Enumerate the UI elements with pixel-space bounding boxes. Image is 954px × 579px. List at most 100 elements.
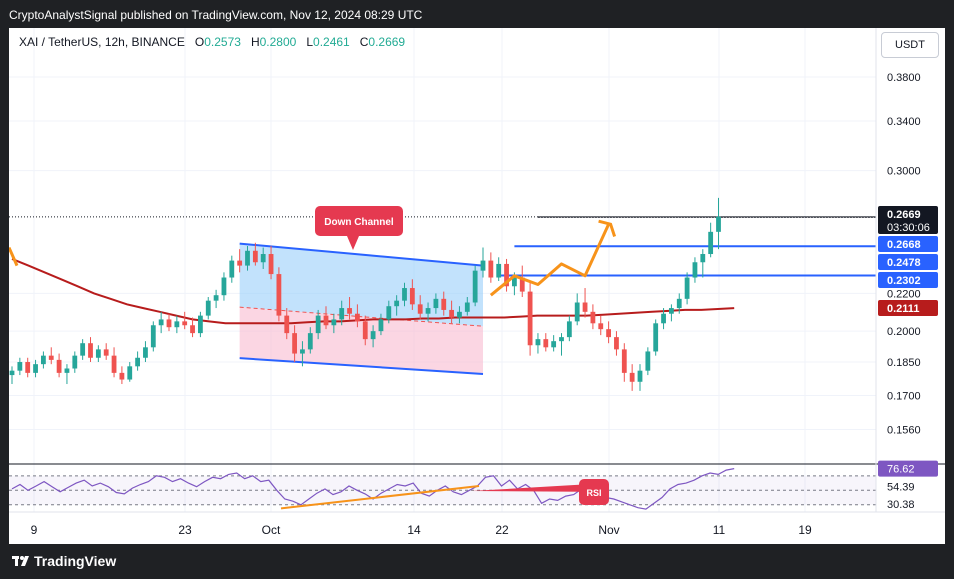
candle-body — [472, 270, 478, 303]
candle — [88, 337, 93, 363]
price-axis[interactable]: 0.3800 0.3400 0.3000 0.2200 0.2000 0.1850 0.17… — [875, 28, 938, 512]
candle-body — [221, 277, 227, 296]
down-channel-callout: Down Channel — [315, 206, 403, 250]
candle — [307, 327, 313, 354]
candle — [582, 288, 588, 318]
candle — [574, 293, 580, 326]
candles — [9, 197, 721, 391]
candle-body — [260, 254, 266, 263]
candle-body — [135, 357, 140, 367]
rsi-callout-text: RSI — [586, 488, 601, 498]
candle — [355, 304, 360, 328]
low-label: L — [306, 35, 314, 49]
candle — [25, 357, 31, 378]
low-value: 0.2461 — [313, 35, 350, 49]
candle-body — [127, 366, 133, 380]
candle-body — [158, 319, 164, 326]
candle-body — [95, 349, 101, 358]
publisher-bar: CryptoAnalystSignal published on Trading… — [0, 0, 954, 28]
candle — [716, 197, 721, 250]
time-axis[interactable]: 9 23 Oct 14 22 Nov 11 19 — [9, 511, 945, 537]
price-tick-label: 0.3000 — [887, 166, 921, 178]
price-label-value: 0.2669 — [887, 209, 921, 221]
candle-body — [252, 250, 258, 263]
candle — [331, 313, 337, 334]
footer: TradingView — [0, 544, 954, 579]
candle-body — [48, 355, 54, 360]
price-tick-label: 0.3400 — [887, 116, 921, 128]
price-label-value: 0.2302 — [887, 275, 921, 287]
candle-body — [621, 349, 627, 373]
footer-brand[interactable]: TradingView — [34, 553, 117, 569]
candle-body — [661, 313, 666, 324]
candle — [80, 339, 86, 360]
candle — [292, 325, 297, 363]
candle-body — [237, 260, 243, 266]
candle-body — [598, 323, 604, 330]
candle-body — [716, 216, 721, 232]
moving-average — [11, 257, 735, 325]
candle-body — [166, 319, 172, 328]
candle-body — [394, 300, 400, 307]
time-tick-label: Nov — [598, 523, 619, 537]
candle — [33, 359, 38, 378]
candle-body — [559, 337, 564, 342]
projection-arrowhead — [598, 219, 617, 237]
candle — [386, 300, 392, 324]
symbol-name[interactable]: XAI / TetherUS, 12h, BINANCE — [19, 35, 185, 49]
candle-body — [300, 349, 305, 354]
candle — [488, 252, 494, 283]
symbol-legend: XAI / TetherUS, 12h, BINANCE O0.2573 H0.… — [19, 35, 405, 49]
candle-body — [700, 254, 706, 263]
rsi-tick-label: 76.62 — [887, 464, 915, 476]
candle — [464, 297, 470, 316]
candle-body — [339, 308, 345, 320]
candle-body — [17, 362, 23, 371]
rsi-pane: RSI — [9, 463, 945, 510]
candle-body — [512, 277, 517, 287]
candle-body — [307, 333, 313, 350]
candle — [339, 300, 345, 326]
channel-lower-fill — [239, 307, 483, 374]
candle-body — [284, 315, 290, 334]
price-label-value: 0.2111 — [887, 303, 919, 315]
candle-body — [103, 349, 109, 356]
rsi-value-box — [878, 460, 938, 477]
candle — [543, 333, 549, 352]
candle — [708, 222, 714, 258]
price-chart[interactable]: Down Channel RSI 0.3800 0.3400 0.3000 0.220… — [9, 28, 945, 544]
candle — [645, 347, 651, 376]
candle-body — [205, 300, 211, 316]
ma-line — [11, 257, 735, 325]
candle-body — [331, 319, 337, 326]
price-label-value: 0.2478 — [887, 257, 921, 269]
price-label-box — [878, 206, 938, 234]
candle-body — [378, 319, 384, 332]
price-label-value: 0.2668 — [887, 239, 921, 251]
publisher-line: CryptoAnalystSignal published on Trading… — [9, 8, 423, 22]
time-tick-label: 22 — [495, 523, 509, 537]
candle — [614, 331, 619, 356]
candle-body — [33, 364, 38, 373]
candle-body — [245, 250, 250, 266]
candle-body — [174, 321, 180, 328]
candle-body — [692, 262, 698, 278]
close-value: 0.2669 — [368, 35, 406, 49]
candle-body — [362, 321, 368, 340]
candle-body — [268, 254, 274, 275]
candle-body — [119, 372, 125, 380]
rsi-tick-label: 30.38 — [887, 499, 915, 511]
callout-text: Down Channel — [324, 217, 394, 228]
currency-button[interactable]: USDT — [881, 32, 939, 58]
candle-body — [566, 321, 572, 338]
candle — [441, 291, 447, 316]
candle-body — [614, 337, 619, 350]
down-channel — [239, 242, 484, 375]
candle — [417, 295, 423, 320]
candle — [362, 315, 368, 346]
candle-body — [480, 260, 486, 271]
candle — [300, 341, 305, 367]
candle-body — [88, 343, 93, 358]
price-label-box — [878, 254, 938, 270]
